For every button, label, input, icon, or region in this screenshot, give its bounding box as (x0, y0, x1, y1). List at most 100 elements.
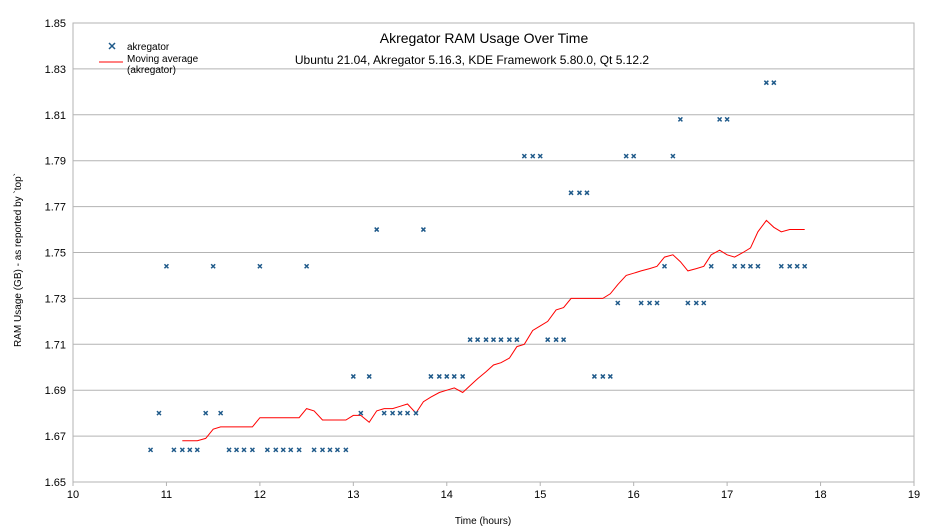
scatter-point (530, 153, 536, 159)
scatter-point (724, 116, 730, 122)
scatter-point (311, 447, 317, 453)
y-tick-label: 1.69 (45, 385, 66, 397)
scatter-point (156, 410, 162, 416)
y-tick-label: 1.67 (45, 431, 66, 443)
scatter-point (787, 263, 793, 269)
scatter-point (358, 410, 364, 416)
scatter-point (179, 447, 185, 453)
y-tick-label: 1.83 (45, 64, 66, 76)
scatter-point (319, 447, 326, 453)
scatter-point (374, 227, 380, 233)
x-axis-label: Time (hours) (455, 516, 511, 527)
scatter-point (638, 300, 644, 306)
scatter-point (451, 373, 457, 379)
scatter-point (381, 410, 387, 416)
scatter-point (693, 300, 699, 306)
scatter-point (428, 373, 434, 379)
scatter-point (264, 447, 270, 453)
scatter-point (732, 263, 738, 269)
y-tick-label: 1.71 (45, 339, 66, 351)
scatter-point (514, 337, 520, 343)
scatter-point (366, 373, 372, 379)
scatter-point (708, 263, 714, 269)
x-tick-label: 19 (908, 489, 920, 501)
scatter-point (584, 190, 590, 196)
scatter-point (506, 337, 512, 343)
scatter-point (257, 263, 263, 269)
y-tick-label: 1.77 (45, 202, 66, 214)
scatter-point (802, 263, 808, 269)
scatter-point (241, 447, 247, 453)
scatter-point (210, 263, 216, 269)
scatter-point (203, 410, 209, 416)
y-tick-label: 1.73 (45, 293, 66, 305)
scatter-point (600, 373, 606, 379)
scatter-point (521, 153, 527, 159)
scatter-point (343, 447, 349, 453)
scatter-point (218, 410, 224, 416)
scatter-point (490, 337, 497, 343)
scatter-point (296, 447, 302, 453)
legend: akregator Moving average (akregator) (99, 42, 199, 76)
y-tick-label: 1.79 (45, 156, 66, 168)
x-tick-label: 11 (161, 489, 172, 501)
x-tick-label: 10 (67, 489, 79, 501)
y-tick-label: 1.85 (45, 18, 66, 30)
x-tick-label: 17 (721, 489, 733, 501)
scatter-point (475, 337, 481, 343)
chart-title: Akregator RAM Usage Over Time (380, 30, 589, 46)
scatter-point (623, 153, 629, 159)
plot-area-frame (72, 22, 915, 483)
scatter-point (334, 447, 340, 453)
scatter-point (163, 263, 169, 269)
y-axis-label: RAM Usage (GB) - as reported by `top` (12, 173, 24, 347)
scatter-point (148, 447, 154, 453)
scatter-points (148, 80, 808, 453)
scatter-point (778, 263, 784, 269)
x-tick-label: 14 (441, 489, 453, 501)
chart-subtitle: Ubuntu 21.04, Akregator 5.16.3, KDE Fram… (295, 53, 650, 67)
legend-label-moving-average-line2: (akregator) (127, 65, 176, 76)
scatter-point (685, 300, 691, 306)
scatter-point (194, 447, 200, 453)
legend-label-moving-average-line1: Moving average (127, 54, 199, 65)
scatter-point (288, 447, 294, 453)
scatter-point (171, 447, 177, 453)
scatter-point (420, 227, 426, 233)
scatter-point (561, 337, 567, 343)
x-axis-tick-labels: 10 11 12 13 14 15 16 17 18 19 (67, 482, 920, 501)
scatter-point (483, 337, 489, 343)
scatter-point (397, 410, 403, 416)
y-axis-tick-labels: 1.65 1.67 1.69 1.71 1.73 1.75 1.77 1.79 1.81 1.83… (45, 18, 66, 489)
scatter-point (677, 116, 683, 122)
x-tick-label: 13 (347, 489, 359, 501)
scatter-point (661, 263, 668, 269)
x-tick-label: 15 (534, 489, 546, 501)
scatter-point (670, 153, 676, 159)
scatter-point (755, 263, 761, 269)
grid-lines (73, 22, 914, 483)
scatter-point (444, 373, 450, 379)
scatter-point (568, 190, 574, 196)
y-tick-label: 1.75 (45, 248, 66, 260)
y-tick-label: 1.65 (45, 477, 66, 489)
scatter-point (701, 300, 707, 306)
scatter-point (273, 447, 279, 453)
scatter-point (304, 263, 310, 269)
scatter-point (537, 153, 543, 159)
scatter-point (763, 80, 769, 86)
scatter-point (413, 410, 419, 416)
scatter-point (615, 300, 621, 306)
scatter-point (226, 447, 232, 453)
scatter-point (553, 337, 559, 343)
scatter-point (794, 263, 800, 269)
scatter-point (249, 447, 255, 453)
x-tick-label: 18 (814, 489, 826, 501)
legend-marker-akregator (108, 42, 116, 50)
scatter-point (390, 410, 396, 416)
scatter-point (280, 447, 286, 453)
scatter-point (607, 373, 613, 379)
scatter-point (591, 373, 597, 379)
scatter-point (717, 116, 723, 122)
